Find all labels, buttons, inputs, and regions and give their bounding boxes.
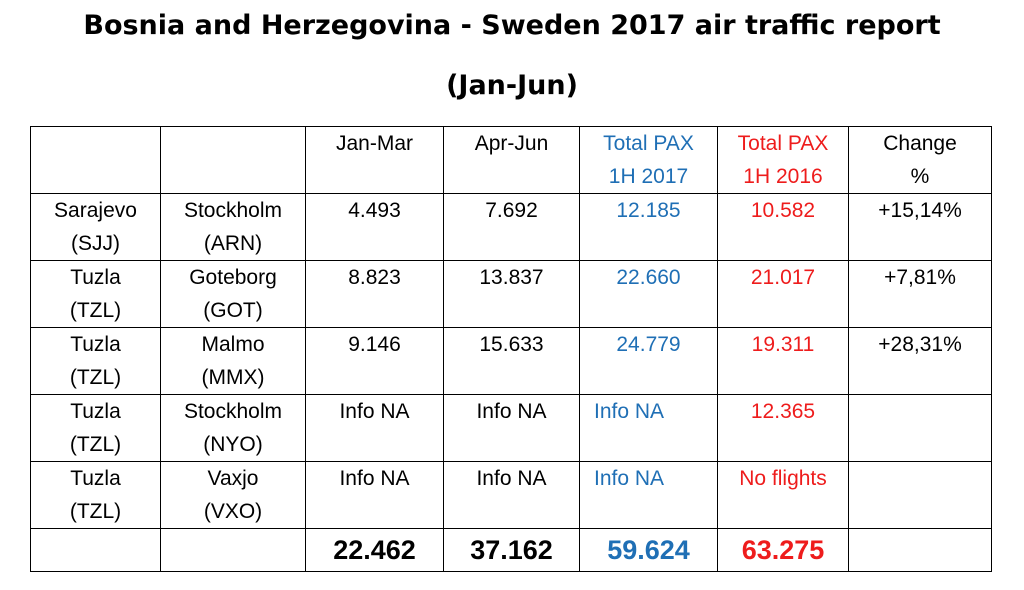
origin-code: (TZL) (69, 433, 122, 456)
destination-city: Stockholm (183, 199, 283, 222)
total-apr-jun: 37.162 (443, 528, 580, 572)
origin-code: (SJJ) (71, 232, 120, 255)
total-2017-cell: Info NA (579, 461, 718, 529)
change-cell: +7,81% (848, 260, 992, 328)
destination-cell: Vaxjo (VXO) (160, 461, 306, 529)
header-total-2017-line2: 1H 2017 (608, 165, 689, 188)
change-cell (848, 394, 992, 462)
destination-code: (NYO) (203, 433, 263, 456)
origin-cell: Tuzla (TZL) (30, 461, 161, 529)
total-change-empty (848, 528, 992, 572)
origin-city: Tuzla (70, 333, 121, 356)
origin-cell: Sarajevo (SJJ) (30, 193, 161, 261)
change-cell (848, 461, 992, 529)
origin-city: Tuzla (70, 266, 121, 289)
air-traffic-table: Jan-Mar Apr-Jun Total PAX 1H 2017 Total P… (30, 126, 992, 572)
header-change-line1: Change (883, 132, 957, 155)
grand-total-2016: 63.275 (717, 528, 849, 572)
origin-code: (TZL) (69, 500, 122, 523)
header-apr-jun: Apr-Jun (443, 126, 580, 194)
destination-code: (GOT) (203, 299, 263, 322)
origin-city: Sarajevo (54, 199, 137, 222)
report-subtitle: (Jan-Jun) (446, 70, 578, 101)
origin-cell: Tuzla (TZL) (30, 260, 161, 328)
total-2017-cell: 22.660 (579, 260, 718, 328)
totals-origin-empty (30, 528, 161, 572)
header-change: Change% (848, 126, 992, 194)
total-jan-mar: 22.462 (305, 528, 444, 572)
header-total-2016-line1: Total PAX (737, 132, 829, 155)
jan-mar-cell: 4.493 (305, 193, 444, 261)
change-cell: +15,14% (848, 193, 992, 261)
table-row: Sarajevo (SJJ) Stockholm (ARN) 4.493 7.692… (30, 193, 992, 261)
jan-mar-cell: Info NA (305, 461, 444, 529)
destination-city: Goteborg (189, 266, 277, 289)
destination-code: (MMX) (201, 366, 265, 389)
destination-city: Malmo (201, 333, 265, 356)
destination-cell: Stockholm (ARN) (160, 193, 306, 261)
total-2016-cell: 12.365 (717, 394, 849, 462)
origin-city: Tuzla (70, 400, 121, 423)
header-destination (160, 126, 306, 194)
totals-row: 22.462 37.162 59.624 63.275 (30, 528, 992, 572)
origin-city: Tuzla (70, 467, 121, 490)
totals-destination-empty (160, 528, 306, 572)
header-origin (30, 126, 161, 194)
change-cell: +28,31% (848, 327, 992, 395)
total-2017-cell: 24.779 (579, 327, 718, 395)
total-2017-cell: 12.185 (579, 193, 718, 261)
header-jan-mar: Jan-Mar (305, 126, 444, 194)
jan-mar-cell: Info NA (305, 394, 444, 462)
destination-city: Vaxjo (207, 467, 259, 490)
header-total-2016-line2: 1H 2016 (743, 165, 823, 188)
header-total-2017-line1: Total PAX (603, 132, 694, 155)
origin-cell: Tuzla (TZL) (30, 394, 161, 462)
total-2016-cell: 21.017 (717, 260, 849, 328)
total-2017-cell: Info NA (579, 394, 718, 462)
report-title: Bosnia and Herzegovina - Sweden 2017 air… (83, 10, 941, 41)
table-row: Tuzla (TZL) Malmo (MMX) 9.146 15.633 24.77… (30, 327, 992, 395)
origin-code: (TZL) (69, 299, 122, 322)
jan-mar-cell: 8.823 (305, 260, 444, 328)
header-row: Jan-Mar Apr-Jun Total PAX 1H 2017 Total P… (30, 126, 992, 194)
table-row: Tuzla (TZL) Stockholm (NYO) Info NA Info N… (30, 394, 992, 462)
apr-jun-cell: 7.692 (443, 193, 580, 261)
jan-mar-cell: 9.146 (305, 327, 444, 395)
origin-cell: Tuzla (TZL) (30, 327, 161, 395)
destination-city: Stockholm (183, 400, 283, 423)
apr-jun-cell: Info NA (443, 461, 580, 529)
destination-cell: Malmo (MMX) (160, 327, 306, 395)
grand-total-2017: 59.624 (579, 528, 718, 572)
total-2016-cell: 10.582 (717, 193, 849, 261)
header-change-line2: % (910, 165, 930, 188)
header-total-2017: Total PAX 1H 2017 (579, 126, 718, 194)
total-2016-cell: 19.311 (717, 327, 849, 395)
table-row: Tuzla (TZL) Goteborg (GOT) 8.823 13.837 22… (30, 260, 992, 328)
destination-code: (VXO) (203, 500, 263, 523)
origin-code: (TZL) (69, 366, 122, 389)
apr-jun-cell: Info NA (443, 394, 580, 462)
destination-cell: Stockholm (NYO) (160, 394, 306, 462)
table-row: Tuzla (TZL) Vaxjo (VXO) Info NA Info NA In… (30, 461, 992, 529)
destination-code: (ARN) (203, 232, 263, 255)
apr-jun-cell: 13.837 (443, 260, 580, 328)
apr-jun-cell: 15.633 (443, 327, 580, 395)
destination-cell: Goteborg (GOT) (160, 260, 306, 328)
total-2016-cell: No flights (717, 461, 849, 529)
header-total-2016: Total PAX 1H 2016 (717, 126, 849, 194)
